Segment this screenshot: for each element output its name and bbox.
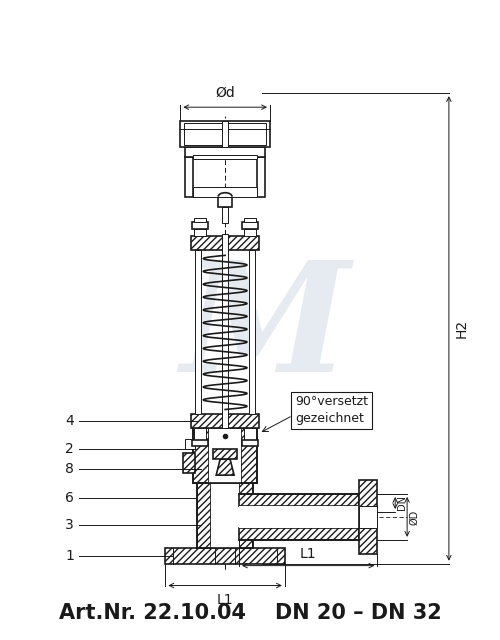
- Bar: [239, 506, 360, 528]
- Bar: [194, 155, 257, 159]
- Text: Art.Nr. 22.10.04    DN 20 – DN 32: Art.Nr. 22.10.04 DN 20 – DN 32: [58, 604, 442, 623]
- Bar: [213, 449, 237, 460]
- Text: DN: DN: [397, 495, 407, 511]
- Polygon shape: [192, 221, 208, 228]
- Bar: [360, 480, 378, 554]
- Bar: [249, 250, 255, 415]
- Bar: [209, 428, 241, 483]
- Bar: [184, 453, 196, 473]
- Bar: [257, 157, 265, 196]
- Bar: [218, 196, 232, 207]
- Bar: [180, 121, 270, 147]
- Bar: [241, 428, 257, 483]
- Text: 1: 1: [65, 548, 74, 563]
- Bar: [186, 157, 194, 196]
- Text: 3: 3: [65, 518, 74, 532]
- Bar: [198, 483, 211, 548]
- Text: M: M: [180, 255, 350, 404]
- Text: H2: H2: [455, 319, 469, 338]
- Bar: [194, 428, 206, 440]
- Polygon shape: [192, 440, 208, 446]
- Polygon shape: [242, 221, 258, 228]
- Text: L1: L1: [300, 547, 316, 561]
- Bar: [222, 234, 228, 428]
- Bar: [196, 250, 202, 415]
- Bar: [244, 228, 256, 236]
- Bar: [194, 228, 206, 236]
- Bar: [166, 548, 285, 564]
- Bar: [222, 207, 228, 223]
- Bar: [194, 187, 257, 196]
- Bar: [186, 147, 265, 157]
- Bar: [239, 528, 360, 540]
- Bar: [194, 218, 206, 221]
- Text: 90°versetzt
gezeichnet: 90°versetzt gezeichnet: [295, 396, 368, 426]
- Bar: [239, 494, 360, 506]
- Text: 4: 4: [65, 415, 74, 428]
- Bar: [194, 428, 209, 483]
- Text: Ød: Ød: [216, 85, 235, 99]
- Polygon shape: [186, 439, 196, 449]
- Text: ØD: ØD: [409, 509, 419, 525]
- Text: 6: 6: [65, 491, 74, 505]
- Bar: [222, 121, 228, 147]
- Text: L1: L1: [217, 593, 234, 607]
- Polygon shape: [242, 440, 258, 446]
- Text: 2: 2: [65, 442, 74, 456]
- Bar: [244, 428, 256, 440]
- Bar: [192, 236, 259, 250]
- Bar: [244, 218, 256, 221]
- Bar: [211, 483, 239, 548]
- Bar: [239, 483, 253, 548]
- Bar: [184, 123, 266, 145]
- Bar: [192, 415, 259, 428]
- Polygon shape: [216, 460, 234, 475]
- Text: 8: 8: [65, 462, 74, 476]
- Bar: [360, 506, 378, 528]
